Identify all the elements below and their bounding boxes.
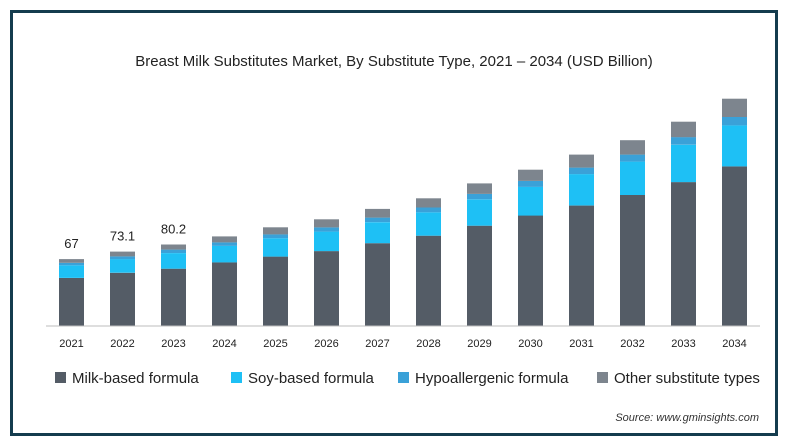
bar-segment-2026-series-1 bbox=[314, 231, 339, 252]
bar-segment-2029-series-0 bbox=[467, 225, 492, 326]
bar-segment-2027-series-2 bbox=[365, 217, 390, 223]
legend-swatch-series-2 bbox=[398, 372, 409, 383]
x-tick-label-2032: 2032 bbox=[620, 338, 644, 350]
bar-segment-2025-series-0 bbox=[263, 256, 288, 326]
bar-segment-2030-series-0 bbox=[518, 215, 543, 326]
bar-segment-2024-series-2 bbox=[212, 242, 237, 246]
bar-segment-2032-series-2 bbox=[620, 154, 645, 162]
bar-segment-2025-series-1 bbox=[263, 238, 288, 257]
bar-segment-2024-series-0 bbox=[212, 262, 237, 326]
bar-segment-2027-series-3 bbox=[365, 208, 390, 218]
data-label-2023: 80.2 bbox=[161, 222, 186, 237]
bar-segment-2034-series-0 bbox=[722, 166, 747, 326]
bar-segment-2034-series-3 bbox=[722, 98, 747, 117]
bar-segment-2034-series-1 bbox=[722, 125, 747, 167]
bar-segment-2029-series-3 bbox=[467, 183, 492, 194]
x-tick-label-2034: 2034 bbox=[722, 338, 746, 350]
bar-segment-2029-series-1 bbox=[467, 199, 492, 226]
x-tick-label-2029: 2029 bbox=[467, 338, 491, 350]
bar-segment-2031-series-3 bbox=[569, 154, 594, 168]
bar-segment-2023-series-2 bbox=[161, 249, 186, 253]
bar-segment-2029-series-2 bbox=[467, 193, 492, 200]
bar-segment-2025-series-2 bbox=[263, 234, 288, 239]
legend-swatch-series-3 bbox=[597, 372, 608, 383]
data-label-2022: 73.1 bbox=[110, 229, 135, 244]
x-tick-label-2021: 2021 bbox=[59, 338, 83, 350]
x-tick-label-2033: 2033 bbox=[671, 338, 695, 350]
x-tick-label-2023: 2023 bbox=[161, 338, 185, 350]
bar-segment-2026-series-0 bbox=[314, 251, 339, 326]
bar-segment-2025-series-3 bbox=[263, 227, 288, 235]
bar-segment-2027-series-1 bbox=[365, 222, 390, 244]
bar-segment-2033-series-1 bbox=[671, 144, 696, 183]
x-tick-label-2031: 2031 bbox=[569, 338, 593, 350]
bar-segment-2032-series-1 bbox=[620, 161, 645, 195]
bar-segment-2032-series-3 bbox=[620, 140, 645, 155]
x-tick-label-2027: 2027 bbox=[365, 338, 389, 350]
legend-label-series-3: Other substitute types bbox=[614, 370, 760, 387]
legend-label-series-0: Milk-based formula bbox=[72, 370, 199, 387]
bar-segment-2024-series-1 bbox=[212, 246, 237, 263]
chart-title: Breast Milk Substitutes Market, By Subst… bbox=[135, 53, 652, 70]
legend-label-series-2: Hypoallergenic formula bbox=[415, 370, 569, 387]
bar-segment-2031-series-1 bbox=[569, 174, 594, 206]
bar-segment-2021-series-2 bbox=[59, 262, 84, 266]
legend-swatch-series-1 bbox=[231, 372, 242, 383]
bar-segment-2033-series-2 bbox=[671, 137, 696, 145]
bar-segment-2028-series-0 bbox=[416, 235, 441, 326]
x-tick-label-2026: 2026 bbox=[314, 338, 338, 350]
bar-segment-2023-series-1 bbox=[161, 253, 186, 269]
bar-segment-2033-series-3 bbox=[671, 121, 696, 138]
bar-segment-2032-series-0 bbox=[620, 195, 645, 326]
bar-segment-2028-series-3 bbox=[416, 198, 441, 208]
legend-swatch-series-0 bbox=[55, 372, 66, 383]
bar-segment-2024-series-3 bbox=[212, 236, 237, 243]
bar-segment-2028-series-2 bbox=[416, 207, 441, 213]
bar-segment-2023-series-3 bbox=[161, 244, 186, 250]
source-note: Source: www.gminsights.com bbox=[615, 412, 759, 424]
x-tick-labels: 2021 2022 2023 2024 2025 2026 2027 2028 2029 2030… bbox=[59, 338, 746, 350]
bar-segment-2022-series-0 bbox=[110, 272, 135, 326]
legend-label-series-1: Soy-based formula bbox=[248, 370, 375, 387]
bar-segment-2031-series-2 bbox=[569, 167, 594, 175]
bars-layer bbox=[59, 98, 747, 326]
bar-segment-2030-series-3 bbox=[518, 169, 543, 181]
bar-segment-2033-series-0 bbox=[671, 182, 696, 326]
bar-segment-2034-series-2 bbox=[722, 117, 747, 126]
data-labels: 67 73.1 80.2 bbox=[64, 222, 186, 252]
bar-segment-2023-series-0 bbox=[161, 268, 186, 326]
x-tick-label-2024: 2024 bbox=[212, 338, 236, 350]
bar-segment-2022-series-2 bbox=[110, 256, 135, 260]
bar-segment-2030-series-2 bbox=[518, 180, 543, 187]
legend: Milk-based formula Soy-based formula Hypoa… bbox=[55, 370, 760, 387]
chart-canvas: Breast Milk Substitutes Market, By Subst… bbox=[46, 53, 760, 424]
x-tick-label-2022: 2022 bbox=[110, 338, 134, 350]
x-tick-label-2028: 2028 bbox=[416, 338, 440, 350]
x-tick-label-2030: 2030 bbox=[518, 338, 542, 350]
bar-segment-2026-series-2 bbox=[314, 227, 339, 232]
bar-segment-2021-series-0 bbox=[59, 278, 84, 326]
bar-segment-2022-series-3 bbox=[110, 251, 135, 257]
bar-segment-2030-series-1 bbox=[518, 186, 543, 216]
x-tick-label-2025: 2025 bbox=[263, 338, 287, 350]
bar-segment-2021-series-3 bbox=[59, 259, 84, 263]
chart-frame: Breast Milk Substitutes Market, By Subst… bbox=[10, 10, 778, 436]
data-label-2021: 67 bbox=[64, 236, 78, 251]
bar-segment-2031-series-0 bbox=[569, 205, 594, 326]
bar-segment-2027-series-0 bbox=[365, 243, 390, 326]
bar-segment-2026-series-3 bbox=[314, 219, 339, 228]
bar-segment-2021-series-1 bbox=[59, 265, 84, 278]
bar-segment-2022-series-1 bbox=[110, 259, 135, 273]
bar-segment-2028-series-1 bbox=[416, 212, 441, 236]
